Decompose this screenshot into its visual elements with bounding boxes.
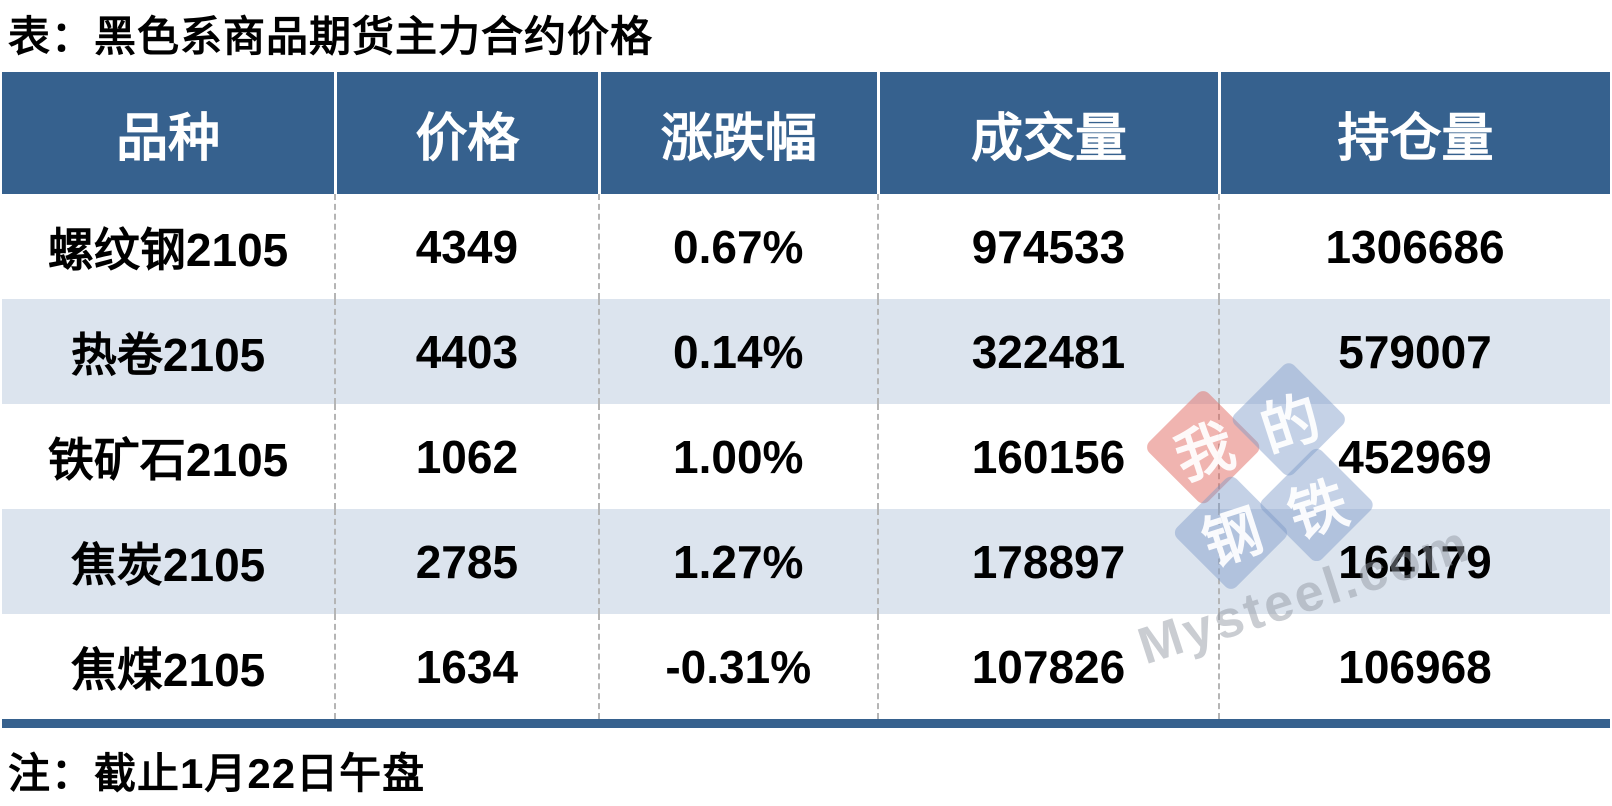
table-row: 焦炭2105 2785 1.27% 178897 164179 [2, 509, 1610, 614]
variety-cell: 焦煤2105 [70, 643, 266, 696]
volume-cell: 322481 [876, 299, 1218, 404]
variety-cell: 热卷2105 [70, 328, 266, 381]
price-cell: 1634 [334, 614, 597, 719]
table-row: 铁矿石2105 1062 1.00% 160156 452969 [2, 404, 1610, 509]
price-cell: 4403 [334, 299, 597, 404]
column-header-volume: 成交量 [876, 72, 1218, 194]
table-header-row: 品种 价格 涨跌幅 成交量 持仓量 [2, 72, 1610, 194]
variety-cell: 焦炭2105 [70, 538, 266, 591]
change-cell: 0.14% [597, 299, 877, 404]
variety-cell: 螺纹钢2105 [47, 223, 289, 276]
table-row: 焦煤2105 1634 -0.31% 107826 106968 [2, 614, 1610, 719]
change-cell: -0.31% [597, 614, 877, 719]
table-row: 热卷2105 4403 0.14% 322481 579007 [2, 299, 1610, 404]
open-interest-cell: 164179 [1218, 509, 1610, 614]
footnote: 注：截止1月22日午盘 [8, 750, 426, 797]
column-header-variety: 品种 [116, 110, 221, 168]
change-cell: 1.00% [597, 404, 877, 509]
table-bottom-border [2, 719, 1610, 728]
open-interest-cell: 106968 [1218, 614, 1610, 719]
column-header-change: 涨跌幅 [597, 72, 877, 194]
page-title: 表：黑色系商品期货主力合约价格 [8, 13, 654, 60]
change-cell: 1.27% [597, 509, 877, 614]
price-cell: 4349 [334, 194, 597, 299]
open-interest-cell: 1306686 [1218, 194, 1610, 299]
volume-cell: 178897 [876, 509, 1218, 614]
price-cell: 1062 [334, 404, 597, 509]
futures-price-table: 品种 价格 涨跌幅 成交量 持仓量 螺纹钢2105 4349 0.67% 974… [2, 72, 1610, 719]
table-row: 螺纹钢2105 4349 0.67% 974533 1306686 [2, 194, 1610, 299]
open-interest-cell: 452969 [1218, 404, 1610, 509]
volume-cell: 160156 [876, 404, 1218, 509]
price-cell: 2785 [334, 509, 597, 614]
column-header-open-interest: 持仓量 [1218, 72, 1610, 194]
volume-cell: 107826 [876, 614, 1218, 719]
volume-cell: 974533 [876, 194, 1218, 299]
column-header-price: 价格 [334, 72, 597, 194]
variety-cell: 铁矿石2105 [47, 433, 289, 486]
change-cell: 0.67% [597, 194, 877, 299]
open-interest-cell: 579007 [1218, 299, 1610, 404]
